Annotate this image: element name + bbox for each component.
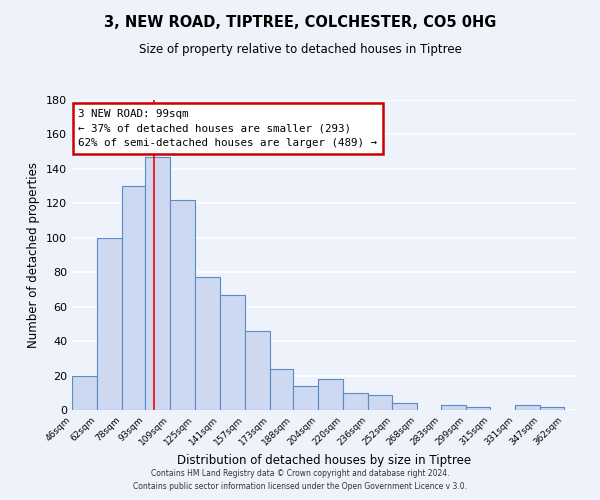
Bar [145, 157, 170, 410]
Text: 3 NEW ROAD: 99sqm
← 37% of detached houses are smaller (293)
62% of semi-detache: 3 NEW ROAD: 99sqm ← 37% of detached hous… [78, 108, 377, 148]
Bar [97, 238, 122, 410]
Text: Contains public sector information licensed under the Open Government Licence v : Contains public sector information licen… [133, 482, 467, 491]
Bar [293, 386, 318, 410]
Bar [540, 406, 563, 410]
Bar [368, 394, 392, 410]
Y-axis label: Number of detached properties: Number of detached properties [28, 162, 40, 348]
Bar [195, 278, 220, 410]
Bar [122, 186, 145, 410]
Bar [392, 403, 418, 410]
Bar [515, 405, 540, 410]
X-axis label: Distribution of detached houses by size in Tiptree: Distribution of detached houses by size … [177, 454, 471, 467]
Bar [440, 405, 466, 410]
Bar [269, 368, 293, 410]
Bar [318, 379, 343, 410]
Bar [466, 406, 490, 410]
Bar [343, 393, 368, 410]
Text: 3, NEW ROAD, TIPTREE, COLCHESTER, CO5 0HG: 3, NEW ROAD, TIPTREE, COLCHESTER, CO5 0H… [104, 15, 496, 30]
Bar [220, 294, 245, 410]
Text: Size of property relative to detached houses in Tiptree: Size of property relative to detached ho… [139, 42, 461, 56]
Bar [72, 376, 97, 410]
Text: Contains HM Land Registry data © Crown copyright and database right 2024.: Contains HM Land Registry data © Crown c… [151, 468, 449, 477]
Bar [170, 200, 195, 410]
Bar [245, 331, 269, 410]
